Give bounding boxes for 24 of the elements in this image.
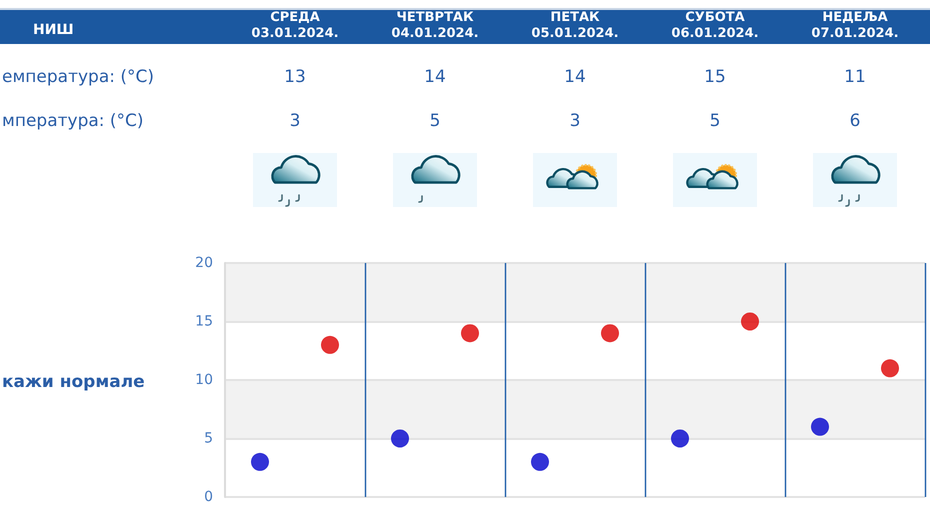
data-label: 14: [423, 67, 447, 87]
data-label: 6: [848, 111, 862, 131]
y-tick-label: 15: [195, 314, 213, 330]
text: кажи нормале: [2, 372, 145, 392]
data-label: 3: [568, 111, 582, 131]
text: ПЕТАК 05.01.2024.: [530, 10, 620, 42]
data-label: 15: [703, 67, 727, 87]
data-label: 3: [288, 111, 302, 131]
data-label: 13: [283, 67, 307, 87]
y-tick-label: 0: [204, 489, 213, 505]
text: ЧЕТВРТАК 04.01.2024.: [390, 10, 480, 42]
text: СРЕДА 03.01.2024.: [250, 10, 340, 42]
data-label: 11: [843, 67, 867, 87]
text: СУБОТА 06.01.2024.: [670, 10, 760, 42]
text: емпература: (°C): [2, 67, 154, 87]
data-label: 14: [563, 67, 587, 87]
y-tick-label: 20: [195, 255, 213, 271]
text: НИШ: [33, 22, 74, 38]
y-tick-label: 5: [204, 430, 213, 446]
data-label: 5: [708, 111, 722, 131]
text: НЕДЕЉА 07.01.2024.: [810, 10, 900, 42]
text: мпература: (°C): [2, 111, 144, 131]
data-label: 5: [428, 111, 442, 131]
y-tick-label: 10: [195, 372, 213, 388]
